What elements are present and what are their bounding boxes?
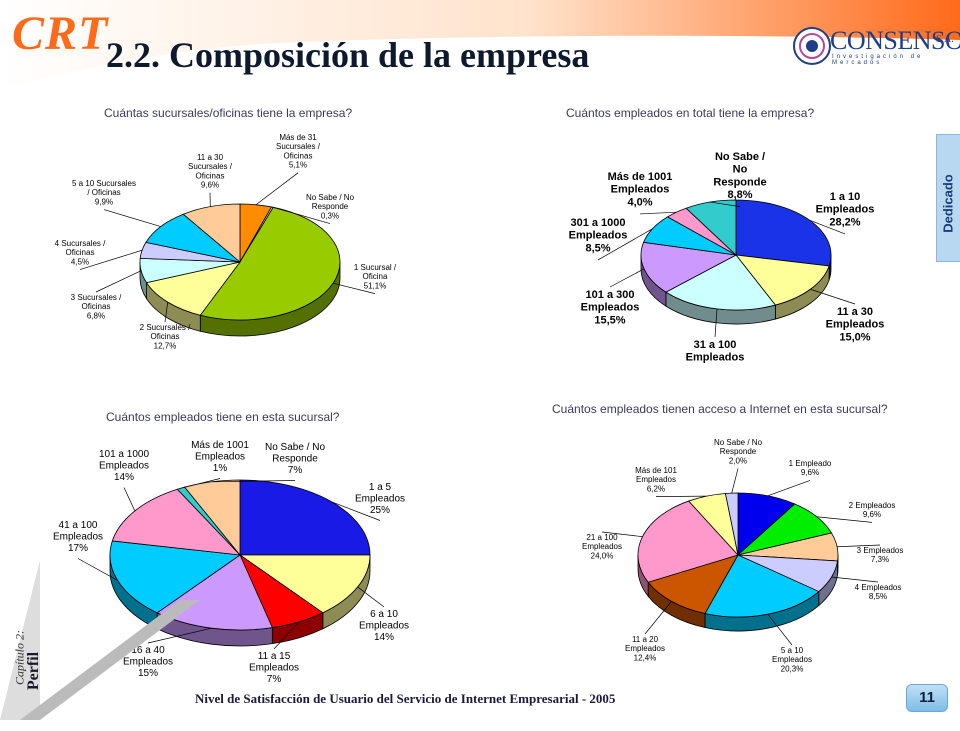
page-number: 11 <box>906 684 948 712</box>
chart-1-leader-7 <box>104 210 161 227</box>
chart-3-leader-6 <box>124 488 135 511</box>
chapter-name: Perfil <box>25 611 43 731</box>
chart-2-leader-4 <box>610 269 644 287</box>
footer-text: Nivel de Satisfacción de Usuario del Ser… <box>195 691 615 707</box>
chart-2-leader-6 <box>640 212 676 214</box>
chart-1-leader-1 <box>256 173 298 205</box>
chart-4-leader-9 <box>732 469 738 494</box>
chart-4-leader-1 <box>768 480 810 495</box>
chart-3-slice-1 <box>240 480 370 555</box>
chart-4-leader-4 <box>831 577 878 582</box>
chart-1-leader-5 <box>96 271 141 292</box>
